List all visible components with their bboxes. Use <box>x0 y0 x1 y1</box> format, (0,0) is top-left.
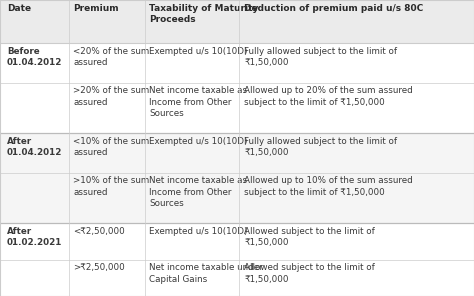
Text: <10% of the sum
assured: <10% of the sum assured <box>73 137 150 157</box>
Text: Before
01.04.2012: Before 01.04.2012 <box>7 47 63 67</box>
Text: >₹2,50,000: >₹2,50,000 <box>73 263 125 272</box>
Text: Allowed subject to the limit of
₹1,50,000: Allowed subject to the limit of ₹1,50,00… <box>244 263 375 284</box>
Bar <box>0 260 474 296</box>
Text: After
01.02.2021: After 01.02.2021 <box>7 227 63 247</box>
Text: >10% of the sum
assured: >10% of the sum assured <box>73 176 150 197</box>
Text: <20% of the sum
assured: <20% of the sum assured <box>73 47 150 67</box>
Bar <box>0 133 474 173</box>
Text: Exempted u/s 10(10D): Exempted u/s 10(10D) <box>149 47 248 56</box>
Text: >20% of the sum
assured: >20% of the sum assured <box>73 86 150 107</box>
Text: Allowed up to 10% of the sum assured
subject to the limit of ₹1,50,000: Allowed up to 10% of the sum assured sub… <box>244 176 413 197</box>
Text: Deduction of premium paid u/s 80C: Deduction of premium paid u/s 80C <box>244 4 423 12</box>
Text: Date: Date <box>7 4 31 12</box>
Bar <box>0 0 474 43</box>
Bar <box>0 43 474 83</box>
Text: Exempted u/s 10(10D): Exempted u/s 10(10D) <box>149 137 248 146</box>
Text: Allowed subject to the limit of
₹1,50,000: Allowed subject to the limit of ₹1,50,00… <box>244 227 375 247</box>
Bar <box>0 83 474 133</box>
Bar <box>0 223 474 260</box>
Text: Fully allowed subject to the limit of
₹1,50,000: Fully allowed subject to the limit of ₹1… <box>244 137 397 157</box>
Text: After
01.04.2012: After 01.04.2012 <box>7 137 63 157</box>
Text: Allowed up to 20% of the sum assured
subject to the limit of ₹1,50,000: Allowed up to 20% of the sum assured sub… <box>244 86 413 107</box>
Text: Net income taxable under
Capital Gains: Net income taxable under Capital Gains <box>149 263 263 284</box>
Bar <box>0 173 474 223</box>
Text: Premium: Premium <box>73 4 119 12</box>
Text: Taxability of Maturity
Proceeds: Taxability of Maturity Proceeds <box>149 4 259 24</box>
Text: Fully allowed subject to the limit of
₹1,50,000: Fully allowed subject to the limit of ₹1… <box>244 47 397 67</box>
Text: Net income taxable as
Income from Other
Sources: Net income taxable as Income from Other … <box>149 86 247 118</box>
Text: Net income taxable as
Income from Other
Sources: Net income taxable as Income from Other … <box>149 176 247 208</box>
Text: Exempted u/s 10(10D): Exempted u/s 10(10D) <box>149 227 248 236</box>
Text: <₹2,50,000: <₹2,50,000 <box>73 227 125 236</box>
